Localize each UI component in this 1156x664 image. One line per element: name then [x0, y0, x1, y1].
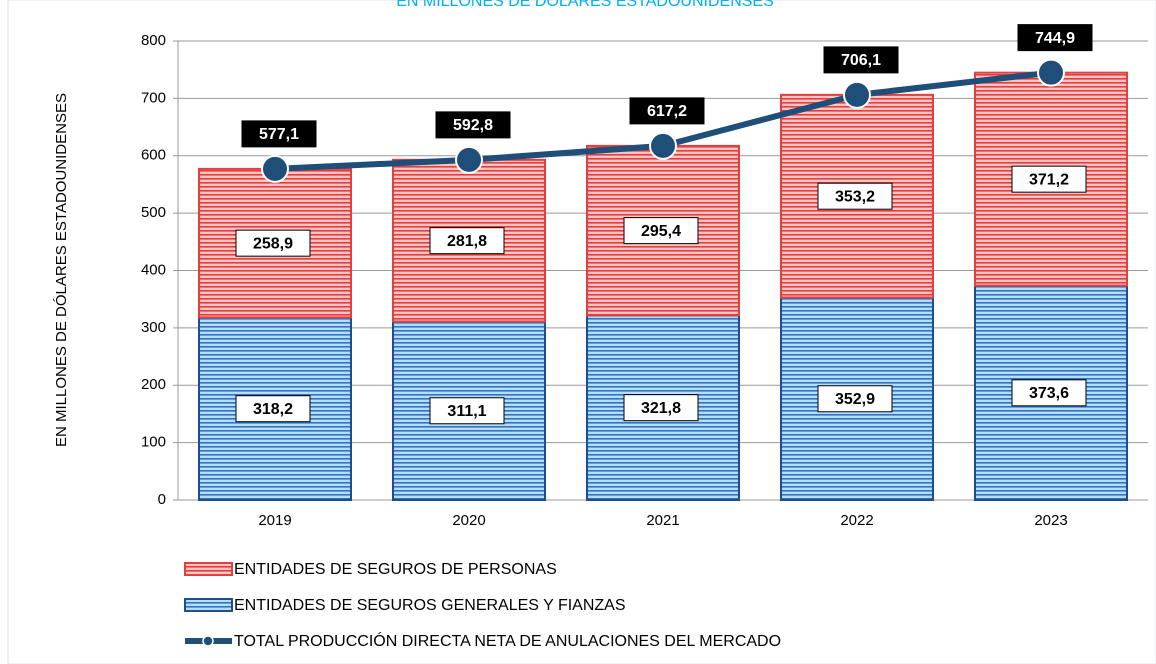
y-tick-label: 200: [141, 376, 166, 393]
data-label-box: [235, 229, 311, 257]
data-label: 321,8: [641, 400, 681, 417]
y-tick-label: 500: [141, 204, 166, 221]
line-marker: [1037, 58, 1065, 87]
total-label: 617,2: [647, 103, 687, 120]
data-label-box: [623, 394, 699, 422]
total-label: 592,8: [453, 117, 493, 134]
line-marker: [649, 131, 677, 160]
data-label-box: [235, 395, 311, 423]
total-label-box: [241, 120, 317, 148]
data-label: 353,2: [835, 188, 875, 205]
data-label: 311,1: [447, 403, 486, 420]
total-label: 744,9: [1035, 30, 1075, 47]
data-label-box: [817, 385, 893, 413]
data-label: 352,9: [835, 391, 875, 408]
y-tick-label: 400: [141, 261, 166, 278]
y-tick-label: 800: [141, 32, 166, 49]
total-label: 577,1: [259, 126, 299, 143]
chart-title: EN MILLONES DE DÓLARES ESTADOUNIDENSES: [396, 0, 774, 10]
total-label-box: [823, 46, 899, 74]
data-label-box: [429, 397, 505, 425]
x-tick-label: 2020: [452, 512, 485, 529]
x-tick-label: 2021: [646, 512, 679, 529]
legend-label: TOTAL PRODUCCIÓN DIRECTA NETA DE ANULACI…: [234, 631, 781, 650]
legend-label: ENTIDADES DE SEGUROS DE PERSONAS: [234, 561, 557, 578]
legend-swatch: [184, 598, 233, 612]
y-tick-label: 700: [141, 89, 166, 106]
line-marker: [843, 80, 871, 109]
total-label-box: [1017, 24, 1093, 52]
data-label-box: [1011, 165, 1087, 193]
data-label-box: [623, 217, 699, 245]
data-label-box: [429, 227, 505, 255]
line-marker: [261, 154, 289, 183]
data-label: 281,8: [447, 233, 487, 250]
data-label-box: [817, 182, 893, 210]
y-axis-label: EN MILLONES DE DÓLARES ESTADOUNIDENSES: [53, 93, 70, 447]
total-label-box: [629, 97, 705, 125]
legend-marker: [202, 635, 214, 647]
data-label: 373,6: [1029, 385, 1069, 402]
data-label: 295,4: [641, 223, 681, 240]
legend-label: ENTIDADES DE SEGUROS GENERALES Y FIANZAS: [234, 597, 626, 614]
y-tick-label: 300: [141, 319, 166, 336]
y-tick-label: 600: [141, 147, 166, 164]
line-marker: [455, 145, 483, 174]
x-tick-label: 2019: [258, 512, 291, 529]
x-tick-label: 2022: [840, 512, 873, 529]
data-label: 258,9: [253, 235, 293, 252]
x-tick-label: 2023: [1034, 512, 1067, 529]
legend-swatch: [184, 562, 233, 576]
total-label-box: [435, 111, 511, 139]
total-label: 706,1: [841, 52, 881, 69]
data-label: 318,2: [253, 401, 293, 418]
frame: [7, 0, 1156, 664]
data-label-box: [1011, 379, 1087, 407]
data-label: 371,2: [1029, 171, 1069, 188]
y-tick-label: 0: [158, 491, 166, 508]
y-tick-label: 100: [141, 434, 166, 451]
